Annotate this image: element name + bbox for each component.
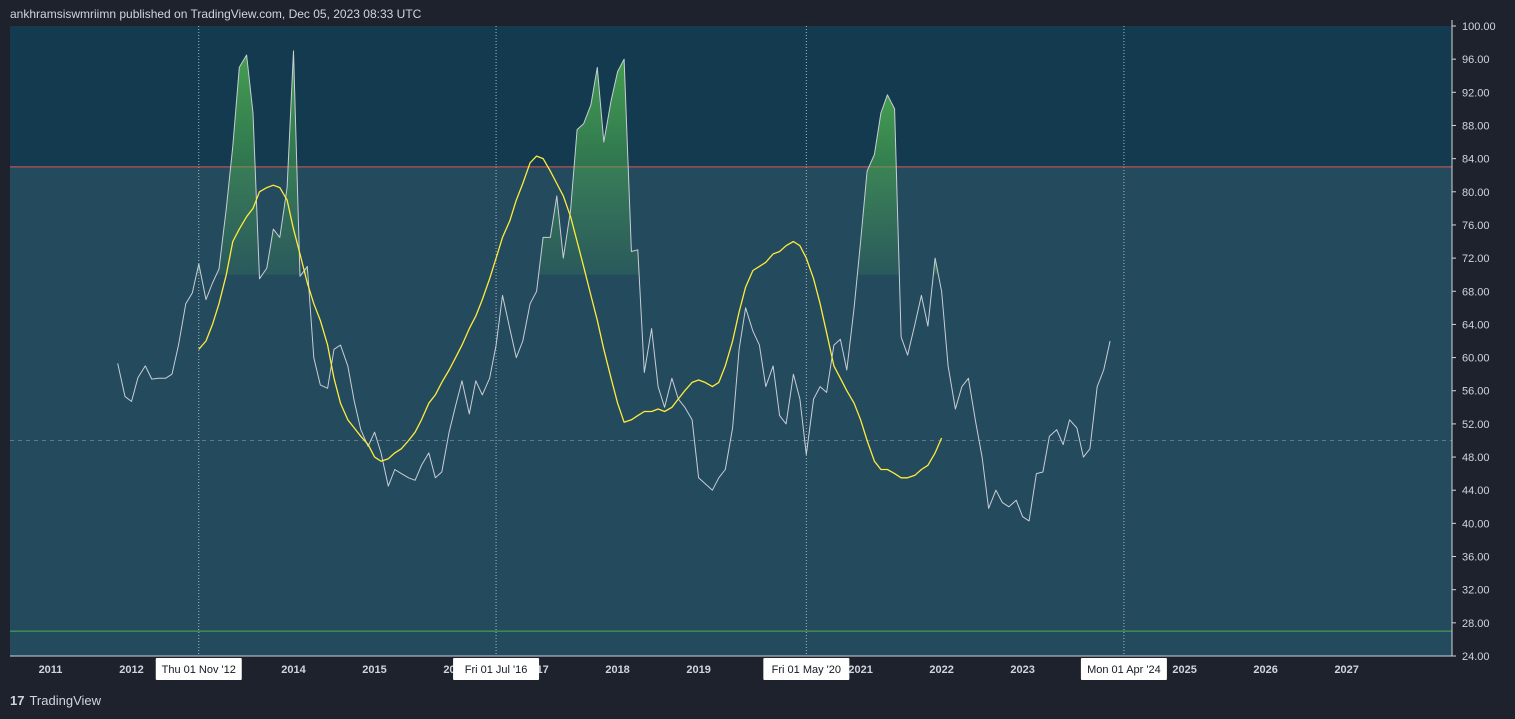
date-marker-label: Mon 01 Apr '24 — [1087, 664, 1161, 676]
overbought-fill — [216, 55, 260, 275]
publish-info: ankhramsiswmriimn published on TradingVi… — [10, 7, 422, 21]
overbought-zone — [10, 26, 1452, 167]
date-marker-label: Thu 01 Nov '12 — [162, 664, 236, 676]
x-tick-label: 2018 — [605, 664, 629, 676]
x-tick-label: 2026 — [1253, 664, 1277, 676]
y-tick-label: 28.00 — [1462, 618, 1490, 630]
series-lines — [117, 50, 1111, 522]
overbought-fill — [857, 94, 900, 275]
x-tick-label: 2019 — [686, 664, 710, 676]
x-tick-label: 2027 — [1334, 664, 1358, 676]
tradingview-logo-icon: 17 — [10, 693, 25, 708]
y-tick-label: 84.00 — [1462, 154, 1490, 166]
y-tick-label: 88.00 — [1462, 120, 1490, 132]
y-tick-label: 96.00 — [1462, 54, 1490, 66]
y-tick-label: 52.00 — [1462, 419, 1490, 431]
y-tick-label: 100.00 — [1462, 21, 1496, 33]
x-tick-label: 2023 — [1010, 664, 1034, 676]
overbought-fills — [196, 50, 939, 275]
x-tick-label: 2022 — [929, 664, 953, 676]
footer-brand[interactable]: 17 TradingView — [10, 693, 101, 708]
x-tick-label: 2021 — [848, 664, 872, 676]
y-tick-label: 24.00 — [1462, 651, 1490, 663]
x-axis-background — [0, 656, 1452, 684]
rsi-ma-line — [198, 155, 943, 479]
y-tick-label: 36.00 — [1462, 552, 1490, 564]
date-marker-labels: Thu 01 Nov '12 Fri 01 Jul '16 Fri 01 May '… — [155, 658, 1167, 680]
y-tick-label: 68.00 — [1462, 286, 1490, 298]
y-tick-label: 64.00 — [1462, 319, 1490, 331]
x-tick-label: 2025 — [1172, 664, 1196, 676]
y-tick-label: 76.00 — [1462, 220, 1490, 232]
y-tick-label: 80.00 — [1462, 187, 1490, 199]
x-tick-label: 2015 — [362, 664, 386, 676]
y-tick-label: 44.00 — [1462, 485, 1490, 497]
date-marker-box — [763, 658, 850, 680]
plot-background — [10, 26, 1452, 656]
overbought-fill — [196, 263, 201, 275]
date-marker-box — [1080, 658, 1167, 680]
x-tick-label: 2012 — [119, 664, 143, 676]
date-marker-box — [453, 658, 540, 680]
rsi-line — [117, 50, 1111, 522]
y-tick-label: 48.00 — [1462, 452, 1490, 464]
y-axis-background — [1452, 0, 1515, 719]
y-tick-label: 40.00 — [1462, 518, 1490, 530]
x-tick-label: 2014 — [281, 664, 306, 676]
x-axis[interactable]: 2011201220132014201520162017201820192020… — [0, 655, 1452, 684]
y-tick-label: 72.00 — [1462, 253, 1490, 265]
date-marker-box — [155, 658, 242, 680]
date-marker-lines — [198, 26, 1125, 656]
y-tick-label: 56.00 — [1462, 386, 1490, 398]
y-tick-label: 92.00 — [1462, 87, 1490, 99]
y-tick-label: 32.00 — [1462, 585, 1490, 597]
brand-name: TradingView — [29, 693, 102, 708]
y-tick-label: 60.00 — [1462, 353, 1490, 365]
overbought-fill — [538, 59, 640, 275]
x-tick-label: 2011 — [39, 664, 63, 676]
y-axis[interactable]: 24.00 28.00 32.00 36.00 40.00 44.00 48.00 52.00… — [1451, 0, 1515, 719]
date-marker-label: Fri 01 May '20 — [772, 664, 841, 676]
date-marker-label: Fri 01 Jul '16 — [465, 664, 528, 676]
